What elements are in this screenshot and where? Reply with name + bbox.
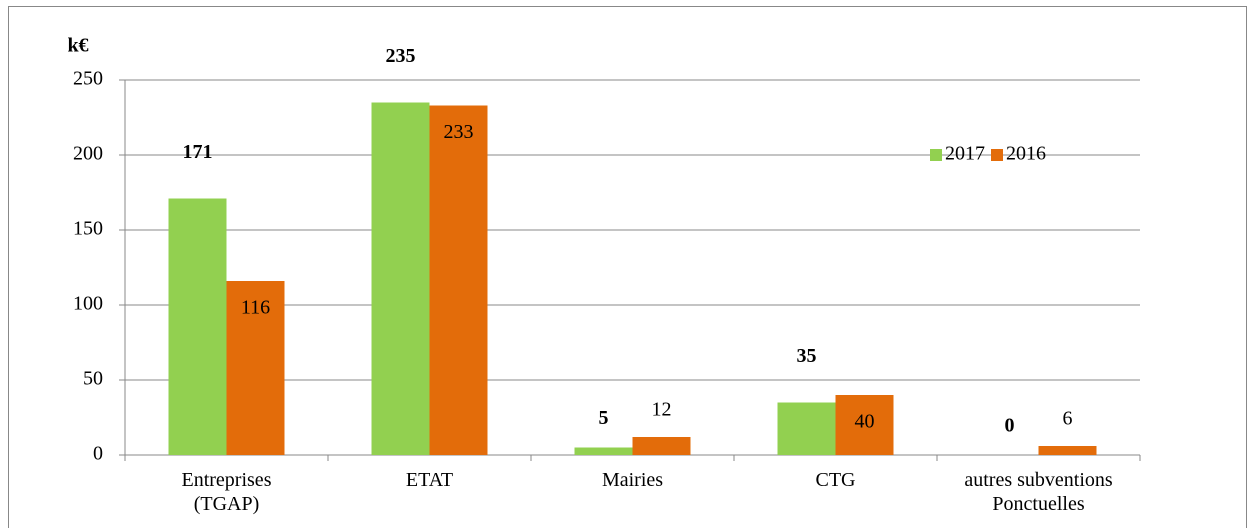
value-label: 233: [444, 121, 474, 143]
value-label: 40: [855, 411, 875, 433]
bar: [226, 281, 285, 455]
y-tick-label: 250: [73, 68, 103, 90]
bar: [835, 395, 894, 455]
value-label: 12: [652, 399, 672, 421]
y-tick-label: 50: [83, 368, 103, 390]
legend-swatch: [930, 149, 942, 161]
value-label: 235: [386, 45, 416, 67]
value-label: 35: [797, 345, 817, 367]
legend-swatch: [991, 149, 1003, 161]
x-tick-label: Entreprises (TGAP): [182, 469, 272, 515]
bar: [574, 447, 633, 455]
value-label: 0: [1005, 415, 1015, 437]
value-label: 6: [1063, 408, 1073, 430]
value-label: 171: [183, 141, 213, 163]
y-tick-label: 200: [73, 143, 103, 165]
bar: [777, 402, 836, 455]
value-label: 5: [599, 407, 609, 429]
legend-label: 2017: [945, 143, 985, 165]
y-axis-label: k€: [67, 35, 88, 57]
y-tick-label: 100: [73, 293, 103, 315]
bar: [1038, 446, 1097, 455]
x-tick-label: autres subventions Ponctuelles: [964, 469, 1113, 515]
bar: [429, 105, 488, 455]
x-tick-label: ETAT: [406, 469, 453, 491]
legend-label: 2016: [1006, 143, 1046, 165]
x-tick-label: CTG: [816, 469, 856, 491]
x-tick-label: Mairies: [602, 469, 663, 491]
bar: [168, 198, 227, 455]
bar: [371, 102, 430, 455]
bar: [632, 437, 691, 455]
value-label: 116: [241, 297, 270, 319]
y-tick-label: 150: [73, 218, 103, 240]
y-tick-label: 0: [93, 443, 103, 465]
